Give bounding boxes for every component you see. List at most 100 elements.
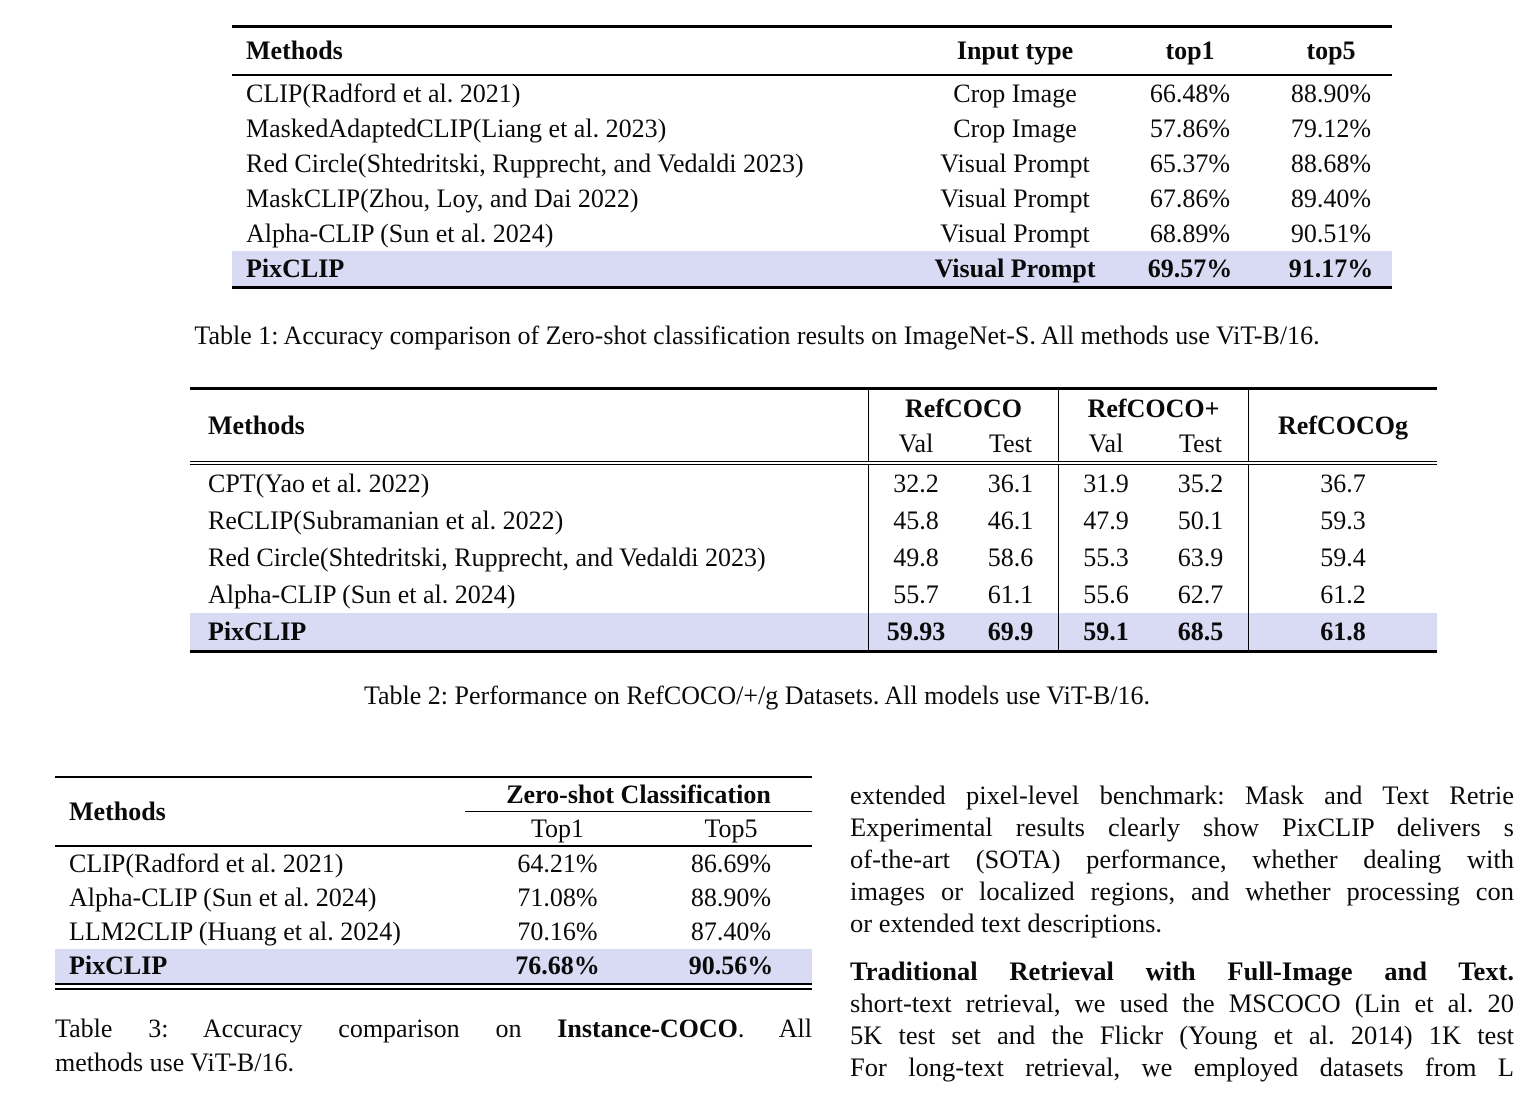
table2-top-rule bbox=[190, 387, 1437, 390]
table1-body: CLIP(Radford et al. 2021) Crop Image 66.… bbox=[232, 76, 1392, 286]
text-line: Experimental results clearly show PixCLI… bbox=[850, 812, 1514, 842]
table2-header-refcoco-plus: RefCOCO+ bbox=[1058, 390, 1248, 427]
text-line: short-text retrieval, we used the MSCOCO… bbox=[850, 988, 1514, 1018]
table1-header-top1: top1 bbox=[1165, 36, 1215, 65]
table2-highlight-cell-rcp-test: 68.5 bbox=[1153, 613, 1248, 650]
table2-cell-rcp-val: 31.9 bbox=[1058, 465, 1153, 502]
table3-cell-method: LLM2CLIP (Huang et al. 2024) bbox=[69, 917, 401, 946]
table1-cell-input: Crop Image bbox=[953, 78, 1077, 108]
table1-cell-method: MaskCLIP(Zhou, Loy, and Dai 2022) bbox=[246, 183, 639, 213]
table2-header-refcoco-test: Test bbox=[989, 429, 1032, 458]
table2-cell-rc-val: 55.7 bbox=[868, 576, 963, 613]
table-3-instance-coco: Methods Zero-shot Classification Top1 To… bbox=[55, 776, 812, 990]
table2-header-refcoco-val: Val bbox=[868, 427, 963, 461]
table1-bottom-rule bbox=[232, 286, 1392, 289]
table2-cell-rcp-test: 50.1 bbox=[1177, 505, 1224, 535]
table1-cell-top5: 88.90% bbox=[1290, 78, 1372, 108]
table1-header-methods: Methods bbox=[246, 36, 343, 65]
table3-cell-top1: 70.16% bbox=[517, 917, 598, 946]
table2-header-refcocog: RefCOCOg bbox=[1248, 390, 1437, 461]
table2-caption: Table 2: Performance on RefCOCO/+/g Data… bbox=[363, 681, 1151, 710]
table1-header-rule bbox=[232, 74, 1392, 76]
table3-cell-top5: 87.40% bbox=[690, 917, 772, 946]
table3-header-top5: Top5 bbox=[704, 813, 758, 843]
text-line: For long-text retrieval, we employed dat… bbox=[850, 1052, 1514, 1082]
table3-cell-method: Alpha-CLIP (Sun et al. 2024) bbox=[69, 883, 377, 912]
table3-header-group: Zero-shot Classification bbox=[465, 778, 812, 812]
text-line: of-the-art (SOTA) performance, whether d… bbox=[850, 844, 1514, 874]
table1-highlight-cell-top1: 69.57% bbox=[1110, 251, 1270, 286]
table3-caption-line1: Table 3: Accuracy comparison on Instance… bbox=[55, 1012, 812, 1046]
table3-header: Methods Zero-shot Classification Top1 To… bbox=[55, 778, 812, 845]
table1-cell-top5: 88.68% bbox=[1290, 148, 1372, 178]
table2-cell-rc-val: 32.2 bbox=[868, 465, 963, 502]
table2-cell-rc-test: 58.6 bbox=[987, 542, 1034, 572]
table3-caption: Table 3: Accuracy comparison on Instance… bbox=[55, 1012, 812, 1080]
body-text-column: extended pixel-level benchmark: Mask and… bbox=[850, 779, 1514, 1083]
table3-caption-prefix: Table 3: Accuracy comparison on bbox=[55, 1014, 558, 1043]
table-1-zeroshot-imagenet: Methods Input type top1 top5 CLIP(Radfor… bbox=[232, 25, 1392, 289]
table2-cell-rcg: 36.7 bbox=[1248, 465, 1437, 502]
table2-cell-method: Red Circle(Shtedritski, Rupprecht, and V… bbox=[208, 542, 766, 572]
table2-cell-rc-test: 46.1 bbox=[987, 505, 1034, 535]
table3-cell-top1: 71.08% bbox=[517, 883, 598, 912]
table1-cell-input: Visual Prompt bbox=[940, 218, 1090, 248]
table3-highlight-cell-top1: 76.68% bbox=[465, 949, 650, 983]
table2-cell-rcp-val: 55.3 bbox=[1058, 539, 1153, 576]
table2-header-refcoco-plus-val: Val bbox=[1058, 427, 1153, 461]
table1-cell-top1: 66.48% bbox=[1149, 78, 1231, 108]
table1-cell-top5: 79.12% bbox=[1290, 113, 1372, 143]
table3-caption-bold-dataset: Instance-COCO bbox=[557, 1014, 738, 1043]
table2-cell-rc-test: 36.1 bbox=[987, 468, 1034, 498]
table3-bottom-rule bbox=[55, 983, 812, 990]
table1-cell-top1: 68.89% bbox=[1149, 218, 1231, 248]
table1-cell-top1: 67.86% bbox=[1149, 183, 1231, 213]
text-line: images or localized regions, and whether… bbox=[850, 876, 1514, 906]
table2-header: Methods RefCOCO RefCOCO+ RefCOCOg Val Te… bbox=[190, 390, 1437, 461]
table2-header-refcoco: RefCOCO bbox=[868, 390, 1058, 427]
table1-top-rule bbox=[232, 25, 1392, 28]
table1-cell-method: Alpha-CLIP (Sun et al. 2024) bbox=[246, 218, 554, 248]
table2-cell-rcg: 59.3 bbox=[1248, 502, 1437, 539]
table2-highlight-cell-rcp-val: 59.1 bbox=[1058, 613, 1153, 650]
table1-cell-top5: 89.40% bbox=[1290, 183, 1372, 213]
table2-cell-method: ReCLIP(Subramanian et al. 2022) bbox=[208, 505, 564, 535]
table2-cell-method: Alpha-CLIP (Sun et al. 2024) bbox=[208, 579, 516, 609]
table1-highlight-cell-input: Visual Prompt bbox=[920, 251, 1110, 286]
table2-cell-rcp-test: 63.9 bbox=[1177, 542, 1224, 572]
table3-top-rule bbox=[55, 776, 812, 778]
table1-header-input-type: Input type bbox=[956, 36, 1074, 65]
table2-highlight-cell-rc-val: 59.93 bbox=[868, 613, 963, 650]
table3-caption-suffix: . All bbox=[737, 1014, 812, 1043]
table1-caption: Table 1: Accuracy comparison of Zero-sho… bbox=[194, 321, 1320, 350]
paragraph-heading: Traditional Retrieval with Full-Image an… bbox=[850, 956, 1514, 986]
table3-highlight-cell-method: PixCLIP bbox=[55, 949, 465, 983]
table2-cell-rcp-test: 35.2 bbox=[1177, 468, 1224, 498]
table2-highlight-cell-method: PixCLIP bbox=[190, 613, 868, 650]
table3-cell-top5: 88.90% bbox=[690, 883, 772, 912]
table1-cell-top5: 90.51% bbox=[1290, 218, 1372, 248]
table1-cell-input: Visual Prompt bbox=[940, 148, 1090, 178]
table3-header-methods: Methods bbox=[69, 796, 166, 826]
table3-highlight-cell-top5: 90.56% bbox=[650, 949, 812, 983]
table1-cell-top1: 65.37% bbox=[1149, 148, 1231, 178]
table2-cell-rc-val: 45.8 bbox=[868, 502, 963, 539]
text-line: 5K test set and the Flickr (Young et al.… bbox=[850, 1020, 1514, 1050]
table1-cell-input: Visual Prompt bbox=[940, 183, 1090, 213]
table2-cell-rc-val: 49.8 bbox=[868, 539, 963, 576]
table3-cell-top5: 86.69% bbox=[690, 849, 772, 878]
table3-body: CLIP(Radford et al. 2021) 64.21% 86.69% … bbox=[55, 847, 812, 983]
text-line: or extended text descriptions. bbox=[850, 908, 1163, 938]
table1-cell-top1: 57.86% bbox=[1149, 113, 1231, 143]
table3-cell-top1: 64.21% bbox=[517, 849, 598, 878]
table2-bottom-rule bbox=[190, 650, 1437, 653]
table1-cell-method: Red Circle(Shtedritski, Rupprecht, and V… bbox=[246, 148, 804, 178]
table2-cell-rcg: 59.4 bbox=[1248, 539, 1437, 576]
text-line: extended pixel-level benchmark: Mask and… bbox=[850, 780, 1514, 810]
table2-body: CPT(Yao et al. 2022) 32.2 36.1 31.9 35.2… bbox=[190, 465, 1437, 650]
paragraph-traditional-retrieval: Traditional Retrieval with Full-Image an… bbox=[850, 955, 1514, 1083]
table1-header-row: Methods Input type top1 top5 bbox=[232, 28, 1392, 74]
table2-cell-rcp-test: 62.7 bbox=[1177, 579, 1224, 609]
table2-cell-method: CPT(Yao et al. 2022) bbox=[208, 468, 430, 498]
